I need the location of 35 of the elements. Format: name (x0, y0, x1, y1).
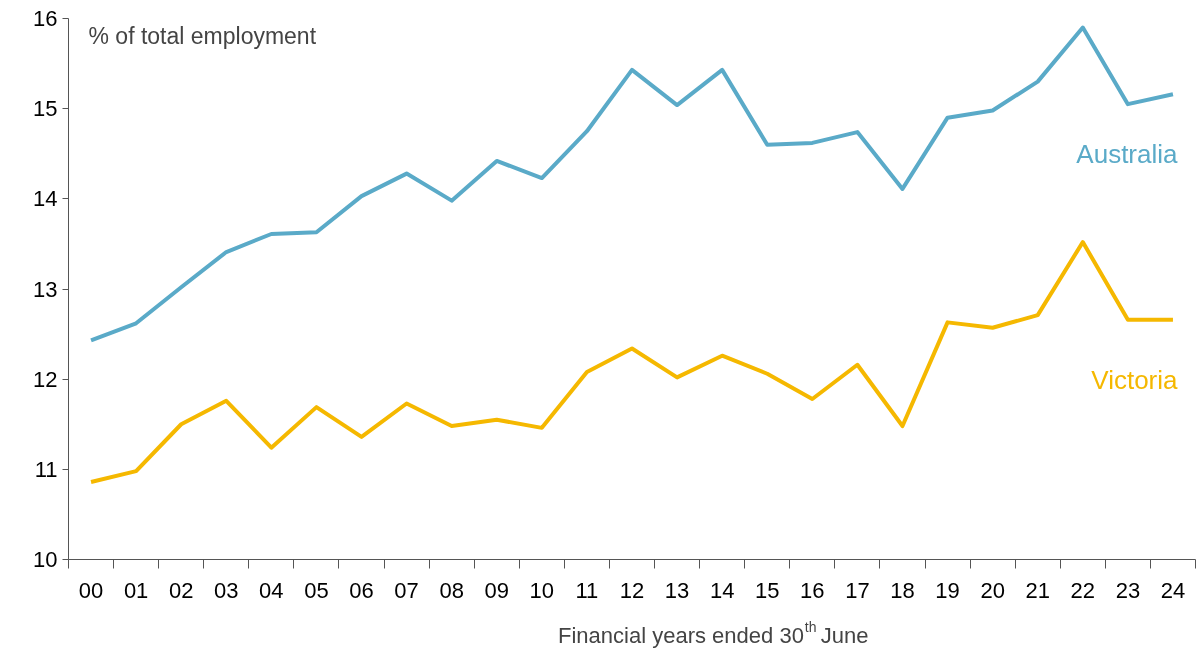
x-tick-label: 06 (349, 577, 374, 603)
x-tick-label: 08 (439, 577, 464, 603)
x-tick-label: 01 (123, 577, 149, 603)
y-tick-label: 13 (33, 276, 58, 302)
y-tick-label: 16 (33, 6, 58, 31)
y-tick-label: 12 (33, 366, 58, 392)
x-tick-label: 17 (845, 577, 870, 603)
x-tick-label: 18 (890, 577, 915, 603)
x-tick-label: 00 (78, 577, 104, 603)
x-tick-label: 03 (214, 577, 239, 603)
series-label: Australia (1076, 139, 1179, 170)
x-tick-label: 11 (575, 577, 599, 603)
x-tick-label: 13 (664, 577, 690, 603)
x-tick-label: 22 (1070, 577, 1096, 603)
x-tick-label: 21 (1025, 577, 1050, 603)
x-tick-label: 20 (980, 577, 1005, 603)
x-tick-label: 16 (800, 577, 825, 603)
series-label: Victoria (1091, 364, 1179, 395)
y-tick-label: 15 (33, 96, 58, 122)
x-tick-label: 19 (935, 577, 960, 603)
x-tick-label: 09 (484, 577, 510, 603)
x-tick-label: 15 (755, 577, 780, 603)
x-tick-label: 23 (1115, 577, 1141, 603)
x-tick-label: 12 (619, 577, 645, 603)
x-tick-label: 14 (709, 577, 735, 603)
x-tick-label: 05 (304, 577, 329, 603)
x-tick-label: 02 (168, 577, 194, 603)
x-tick-label: 04 (259, 577, 284, 603)
y-axis-title: % of total employment (88, 22, 317, 49)
x-tick-label: 10 (529, 577, 555, 603)
x-tick-label: 07 (394, 577, 419, 603)
y-tick-label: 14 (33, 186, 58, 212)
y-tick-label: 11 (34, 456, 58, 482)
y-tick-label: 10 (33, 547, 58, 572)
x-tick-label: 24 (1160, 577, 1186, 603)
